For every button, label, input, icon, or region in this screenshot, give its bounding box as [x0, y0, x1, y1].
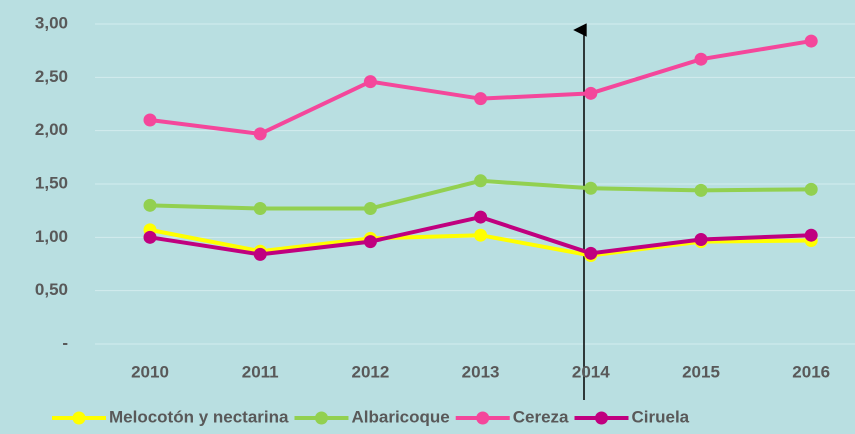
legend-marker — [72, 411, 86, 425]
y-tick-label: 3,00 — [35, 13, 68, 32]
point — [804, 182, 818, 196]
x-tick-label: 2013 — [462, 362, 500, 381]
legend-marker — [476, 411, 490, 425]
x-tick-label: 2015 — [682, 362, 720, 381]
point — [584, 181, 598, 195]
legend-label: Cereza — [513, 407, 569, 426]
legend-label: Melocotón y nectarina — [109, 407, 289, 426]
legend-label: Ciruela — [632, 407, 690, 426]
point — [804, 34, 818, 48]
y-tick-label: - — [62, 333, 68, 352]
point — [474, 228, 488, 242]
legend-label: Albaricoque — [351, 407, 449, 426]
point — [474, 92, 488, 106]
y-tick-label: 1,50 — [35, 173, 68, 192]
x-tick-label: 2010 — [131, 362, 169, 381]
point — [363, 75, 377, 89]
point — [253, 202, 267, 216]
point — [694, 232, 708, 246]
y-tick-label: 2,00 — [35, 120, 68, 139]
series-line — [149, 39, 812, 136]
legend-marker — [595, 411, 608, 425]
point — [143, 198, 157, 212]
y-tick-label: 2,50 — [35, 67, 68, 86]
point — [474, 210, 488, 224]
y-tick-label: 0,50 — [35, 280, 68, 299]
point — [363, 235, 377, 249]
point — [363, 202, 377, 216]
point — [804, 228, 818, 242]
x-tick-label: 2012 — [351, 362, 389, 381]
legend-marker — [314, 411, 328, 425]
point — [474, 174, 488, 188]
point — [694, 52, 708, 66]
point — [143, 230, 157, 244]
y-tick-label: 1,00 — [35, 227, 68, 246]
x-tick-label: 2016 — [792, 362, 830, 381]
point — [694, 183, 708, 197]
point — [584, 246, 598, 260]
point — [253, 247, 267, 261]
point — [584, 86, 598, 100]
point — [253, 127, 267, 141]
point — [143, 113, 157, 127]
x-tick-label: 2011 — [242, 362, 279, 381]
x-tick-label: 2014 — [572, 362, 610, 381]
